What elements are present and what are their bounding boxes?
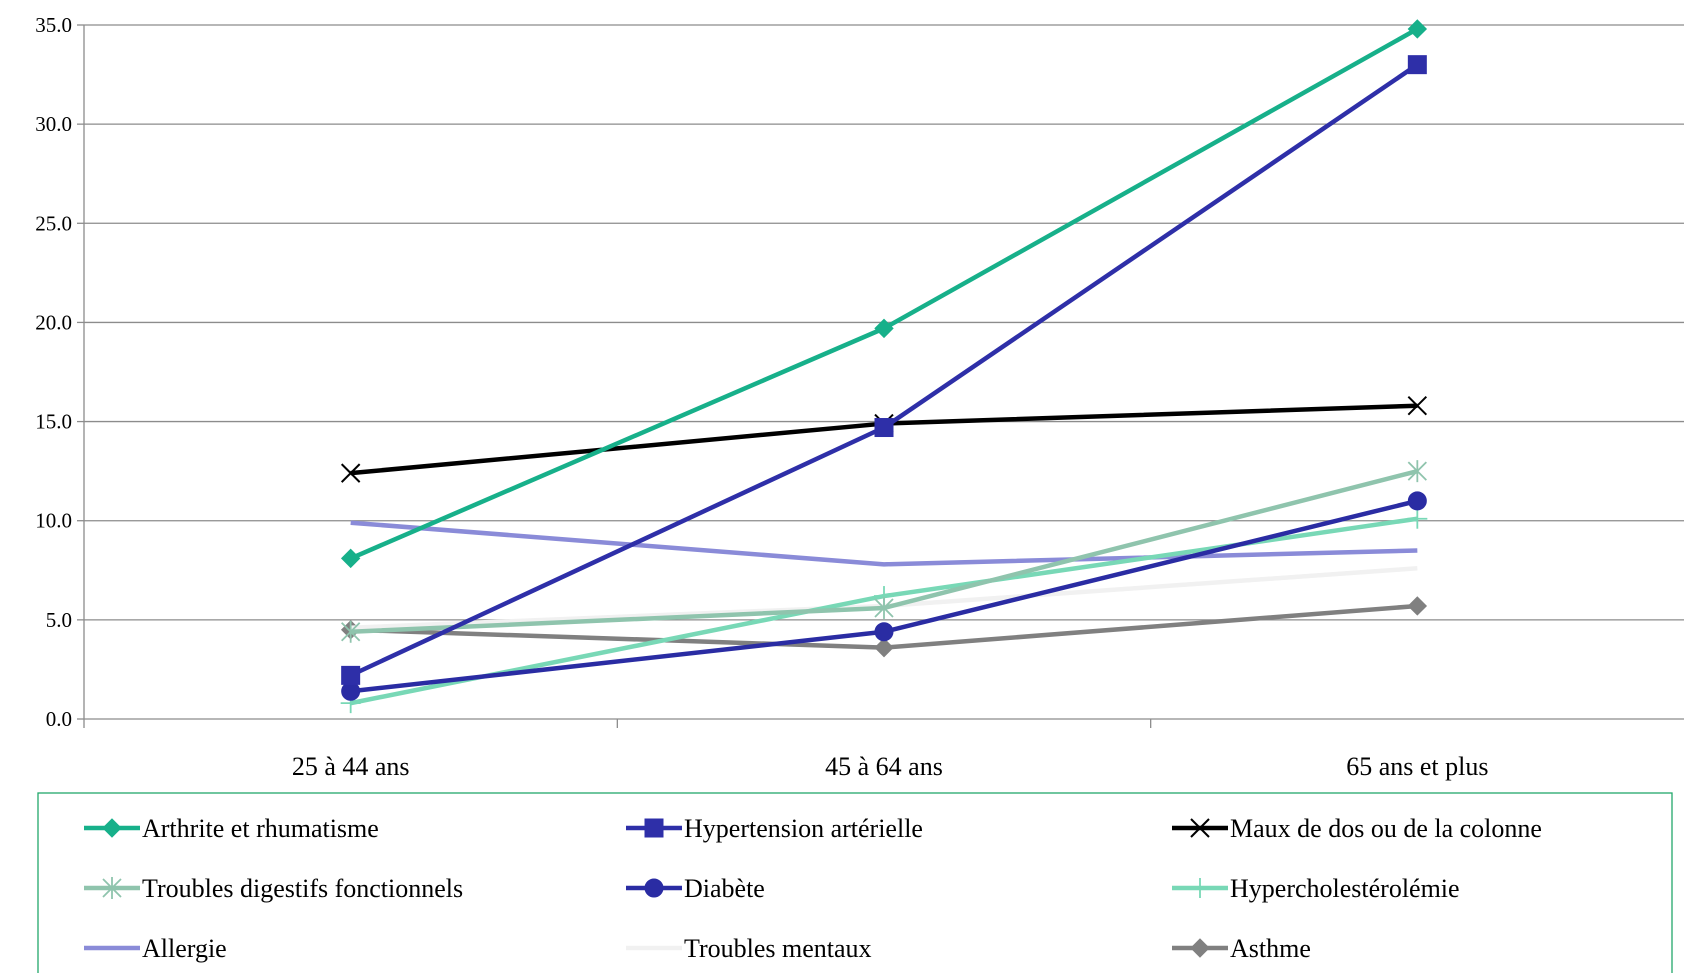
legend-label: Hypercholestérolémie [1230, 874, 1460, 903]
marker-diamond [340, 548, 361, 569]
marker-square [341, 665, 361, 685]
y-tick-label: 35.0 [35, 13, 72, 37]
series-3 [340, 396, 1428, 483]
marker-diamond [1190, 938, 1210, 958]
data-point [1190, 938, 1210, 958]
y-tick-label: 10.0 [35, 509, 72, 533]
legend-label: Asthme [1230, 934, 1311, 963]
data-point [340, 463, 361, 483]
legend-box [37, 792, 1673, 973]
data-point [1407, 460, 1427, 483]
legend-item: Allergie [84, 934, 227, 963]
data-point [874, 318, 894, 339]
marker-diamond [1407, 596, 1428, 616]
legend-item: Troubles mentaux [626, 934, 872, 963]
y-tick-label: 0.0 [46, 707, 72, 731]
y-tick-label: 15.0 [35, 410, 72, 434]
legend-item: Asthme [1172, 934, 1311, 963]
x-tick-label: 65 ans et plus [1346, 752, 1488, 781]
legend-item: Diabète [626, 874, 765, 903]
data-point [874, 637, 894, 658]
marker-x [1190, 818, 1210, 838]
series-4 [341, 460, 1427, 643]
marker-x [1407, 396, 1428, 416]
y-tick-label: 25.0 [35, 211, 72, 235]
data-point [1407, 508, 1428, 529]
marker-diamond [1407, 19, 1428, 39]
data-point [341, 681, 361, 701]
data-point [874, 622, 894, 642]
legend-label: Arthrite et rhumatisme [142, 814, 379, 843]
marker-diamond [102, 818, 122, 838]
y-tick-label: 5.0 [46, 608, 72, 632]
data-point [1407, 55, 1427, 75]
data-point [1407, 491, 1427, 511]
data-point [1190, 818, 1210, 838]
marker-circle [874, 622, 894, 642]
legend-label: Allergie [142, 934, 227, 963]
data-point [644, 878, 664, 898]
series-5 [341, 491, 1427, 701]
legend-label: Maux de dos ou de la colonne [1230, 814, 1542, 843]
marker-diamond [874, 318, 894, 339]
data-point [1190, 878, 1210, 898]
marker-square [644, 818, 664, 838]
data-point [340, 548, 361, 569]
series-2 [341, 55, 1427, 685]
legend-item: Maux de dos ou de la colonne [1172, 814, 1542, 843]
legend-item: Arthrite et rhumatisme [84, 814, 379, 843]
legend-label: Diabète [684, 874, 765, 903]
legend: Arthrite et rhumatisme Hypertension artér… [37, 792, 1673, 973]
series-line [349, 62, 1419, 678]
data-point [341, 665, 361, 685]
data-point [1407, 396, 1428, 416]
marker-circle [341, 681, 361, 701]
legend-item: Troubles digestifs fonctionnels [84, 874, 463, 903]
series-line [350, 403, 1418, 476]
data-point [102, 877, 122, 899]
legend-label: Hypertension artérielle [684, 814, 923, 843]
series-1 [340, 19, 1428, 569]
data-point [341, 620, 361, 643]
series-line [350, 520, 1418, 567]
data-point [644, 818, 664, 838]
series-line [349, 27, 1419, 561]
x-tick-label: 25 à 44 ans [292, 752, 410, 781]
x-tick-label: 45 à 64 ans [825, 752, 943, 781]
series-lines [340, 19, 1428, 714]
series-7 [350, 520, 1418, 567]
data-point [1407, 596, 1428, 616]
legend-label: Troubles digestifs fonctionnels [142, 874, 463, 903]
legend-item: Hypercholestérolémie [1172, 874, 1460, 903]
marker-circle [1407, 491, 1427, 511]
data-point [102, 818, 122, 838]
y-tick-label: 30.0 [35, 112, 72, 136]
marker-diamond [874, 637, 894, 658]
marker-x [340, 463, 361, 483]
data-point [1407, 19, 1428, 39]
y-tick-label: 20.0 [35, 310, 72, 334]
marker-circle [644, 878, 664, 898]
axes: 0.0 5.0 10.0 15.0 20.0 25.0 30.0 35.0 25 à 44 an… [35, 13, 1684, 781]
marker-square [874, 418, 894, 438]
marker-square [1407, 55, 1427, 75]
legend-item: Hypertension artérielle [626, 814, 923, 843]
data-point [874, 596, 894, 619]
legend-label: Troubles mentaux [684, 934, 872, 963]
data-point [874, 418, 894, 438]
